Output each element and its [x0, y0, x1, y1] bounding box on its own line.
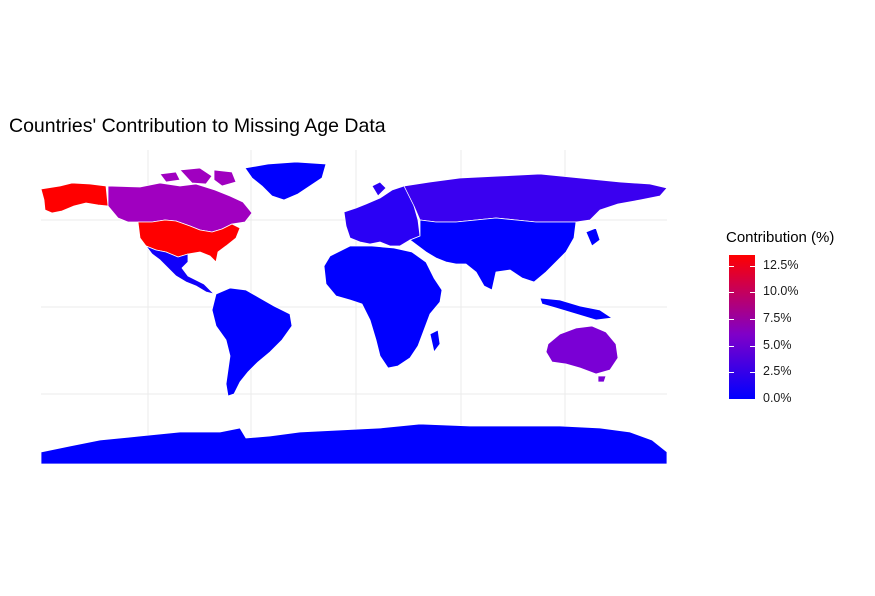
legend-tick-mark [750, 399, 755, 400]
legend-tick-mark [750, 265, 755, 267]
legend-tick-mark [729, 345, 734, 347]
legend-tick-mark [750, 372, 755, 374]
region-russia [403, 173, 668, 223]
legend-tick-label: 2.5% [763, 364, 792, 379]
legend-tick-mark [729, 399, 734, 400]
legend-tick-mark [729, 265, 734, 267]
legend-tick-label: 10.0% [763, 284, 799, 299]
region-antarctica [40, 423, 668, 465]
legend-tick-mark [729, 292, 734, 294]
legend-tick-mark [750, 319, 755, 320]
legend-tick-mark [729, 319, 734, 320]
legend-tick-label: 7.5% [763, 311, 792, 325]
region-greenland [244, 161, 327, 201]
region-australia [545, 325, 619, 383]
region-africa [323, 245, 443, 369]
legend-colorbar [729, 255, 755, 399]
legend-tick-label: 5.0% [763, 337, 792, 352]
legend-tick-mark [750, 345, 755, 347]
region-asia [409, 217, 613, 321]
region-mexico [145, 245, 215, 295]
legend-tick-label: 0.0% [763, 391, 792, 405]
legend-tick-label: 12.5% [763, 257, 799, 272]
legend-title: Contribution (%) [726, 229, 835, 246]
legend-tick-mark [750, 292, 755, 294]
region-alaska [40, 182, 109, 214]
region-south-america [211, 287, 293, 397]
legend-tick-mark [729, 372, 734, 374]
chart-title: Countries' Contribution to Missing Age D… [9, 115, 386, 137]
